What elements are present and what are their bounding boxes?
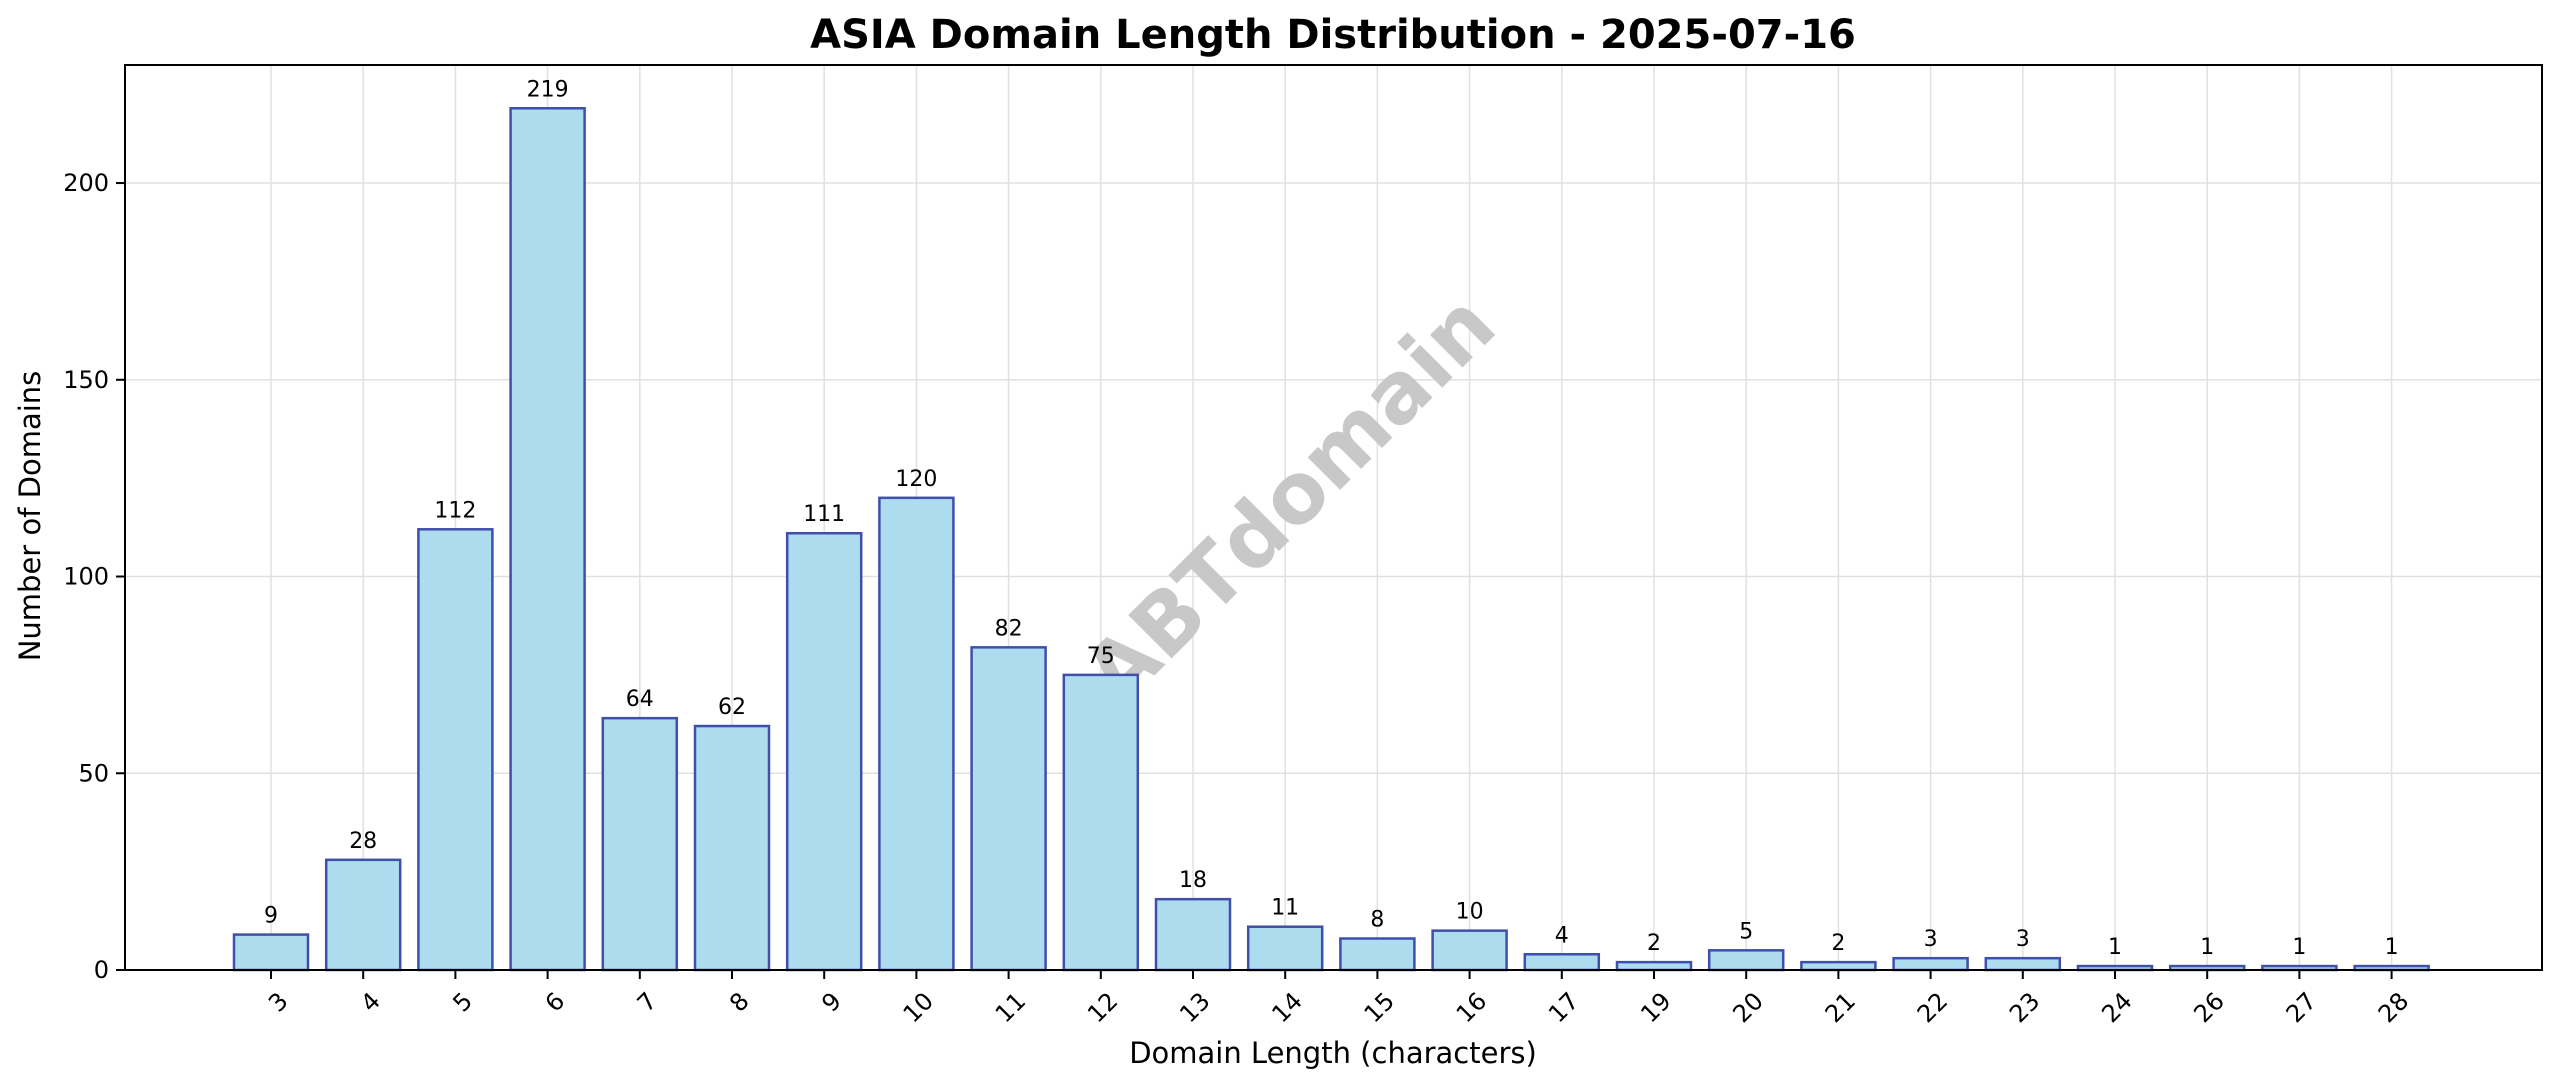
x-tick-label: 6: [540, 987, 571, 1018]
bar: [1800, 960, 1877, 972]
data-label: 18: [1179, 868, 1207, 893]
y-tick-label: 0: [94, 956, 109, 984]
bar: [1707, 949, 1785, 972]
x-tick-label: 3: [263, 987, 294, 1018]
bar: [232, 933, 310, 972]
data-label: 64: [626, 687, 654, 712]
x-tick-label: 24: [2096, 987, 2137, 1028]
x-tick-label: 23: [2004, 987, 2045, 1028]
bar: [970, 646, 1047, 972]
data-label: 9: [264, 904, 278, 929]
bar: [1615, 960, 1693, 972]
data-label: 2: [1831, 931, 1845, 956]
data-label: 1: [2200, 935, 2214, 960]
bar: [1246, 925, 1324, 972]
data-label: 82: [995, 616, 1023, 641]
data-label: 3: [2016, 927, 2030, 952]
data-label: 1: [2108, 935, 2122, 960]
bar: [1062, 673, 1140, 972]
data-label: 5: [1739, 919, 1753, 944]
data-label: 1: [2292, 935, 2306, 960]
y-axis-ticks: 0 50 100 150 200: [63, 169, 125, 984]
bar: [785, 531, 863, 972]
data-label: 62: [718, 695, 746, 720]
bar: [601, 716, 679, 972]
x-tick-label: 9: [816, 987, 847, 1018]
data-label: 75: [1087, 644, 1115, 669]
data-label: 11: [1271, 896, 1299, 921]
x-axis-ticks: 3 4 5 6 7 8 9 10 11 12 13 14 15 16 17 19 20 21 22 23 24 26 27 2…: [263, 970, 2414, 1028]
y-tick-label: 200: [63, 169, 109, 197]
watermark: ABTdomain: [1065, 275, 1514, 724]
data-label: 1: [2385, 935, 2399, 960]
data-label: 4: [1555, 923, 1569, 948]
x-tick-label: 13: [1174, 987, 1215, 1028]
x-tick-label: 14: [1266, 987, 1307, 1028]
x-tick-label: 7: [632, 987, 663, 1018]
data-label: 111: [803, 502, 845, 527]
x-tick-label: 12: [1082, 987, 1123, 1028]
x-tick-label: 15: [1359, 987, 1400, 1028]
x-tick-label: 27: [2281, 987, 2322, 1028]
x-tick-label: 4: [355, 987, 386, 1018]
x-tick-label: 17: [1543, 987, 1584, 1028]
bar: [878, 496, 955, 972]
data-label: 28: [349, 829, 377, 854]
bar: [417, 528, 494, 972]
bar: [693, 724, 771, 972]
data-label: 112: [434, 498, 476, 523]
x-axis-label: Domain Length (characters): [1129, 1036, 1537, 1070]
bar: [1984, 956, 2062, 972]
x-tick-label: 11: [990, 987, 1031, 1028]
x-tick-label: 8: [724, 987, 755, 1018]
x-tick-label: 28: [2373, 987, 2414, 1028]
x-tick-label: 26: [2188, 987, 2229, 1028]
y-tick-label: 150: [63, 366, 109, 394]
data-label: 8: [1370, 908, 1384, 933]
y-tick-label: 50: [78, 759, 109, 787]
x-tick-label: 10: [898, 987, 939, 1028]
data-label: 219: [527, 77, 569, 102]
bar: [1154, 897, 1232, 972]
plot-frame: [124, 64, 2543, 971]
bars: [232, 107, 2430, 972]
data-label: 2: [1647, 931, 1661, 956]
data-label: 120: [895, 467, 937, 492]
data-label: 10: [1456, 900, 1484, 925]
x-tick-label: 21: [1820, 987, 1861, 1028]
bar: [1339, 937, 1416, 972]
x-tick-label: 22: [1912, 987, 1953, 1028]
x-tick-label: 20: [1727, 987, 1768, 1028]
bar: [1892, 956, 1969, 972]
x-tick-label: 19: [1635, 987, 1676, 1028]
x-tick-label: 5: [447, 987, 478, 1018]
bar: [1431, 929, 1508, 972]
chart-title: ASIA Domain Length Distribution - 2025-0…: [810, 12, 1856, 58]
bar: [509, 107, 586, 972]
data-label: 3: [1924, 927, 1938, 952]
x-tick-label: 16: [1451, 987, 1492, 1028]
bar: [324, 858, 402, 972]
bar: [1523, 953, 1601, 972]
y-tick-label: 100: [63, 563, 109, 591]
y-axis-label: Number of Domains: [13, 371, 47, 662]
